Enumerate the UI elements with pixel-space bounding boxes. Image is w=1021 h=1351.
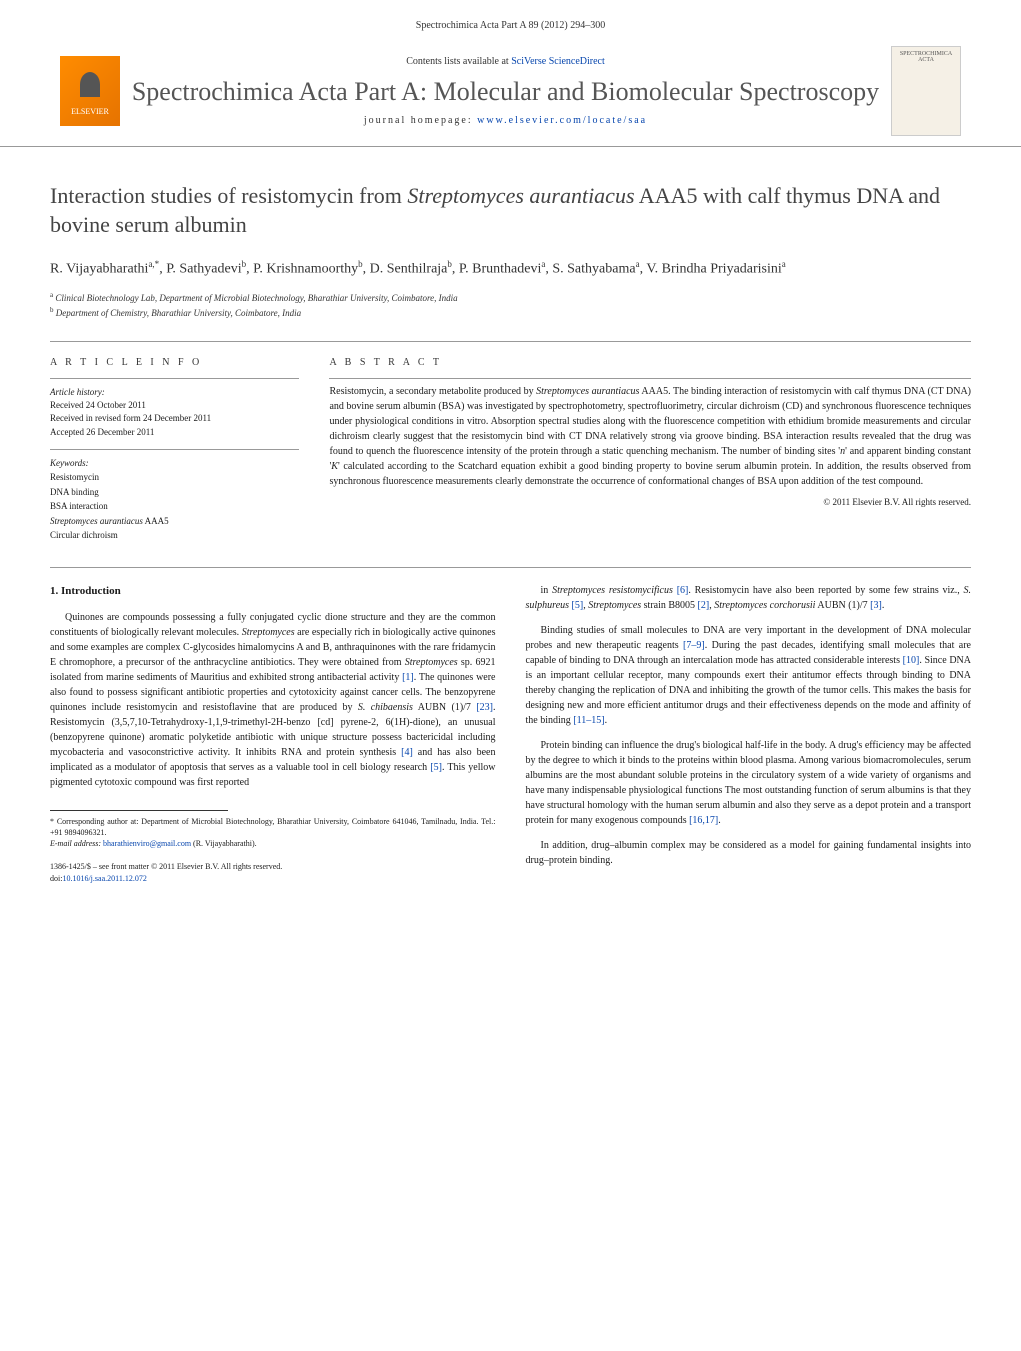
- article-body: Interaction studies of resistomycin from…: [0, 147, 1021, 904]
- col2-para-1: in Streptomyces resistomycificus [6]. Re…: [526, 583, 972, 613]
- footer-meta: 1386-1425/$ – see front matter © 2011 El…: [50, 861, 496, 883]
- journal-title: Spectrochimica Acta Part A: Molecular an…: [120, 77, 891, 107]
- affiliations: a Clinical Biotechnology Lab, Department…: [50, 290, 971, 321]
- ref-link[interactable]: [10]: [903, 655, 920, 666]
- col2-para-4: In addition, drug–albumin complex may be…: [526, 838, 972, 868]
- issn-line: 1386-1425/$ – see front matter © 2011 El…: [50, 861, 496, 872]
- corresp-email-line: E-mail address: bharathienviro@gmail.com…: [50, 838, 496, 849]
- divider-top: [50, 341, 971, 342]
- ref-link[interactable]: [5]: [430, 762, 442, 773]
- aff-b-text: Department of Chemistry, Bharathiar Univ…: [56, 308, 301, 318]
- abstract-heading: a b s t r a c t: [329, 357, 971, 368]
- ref-link[interactable]: [4]: [401, 747, 413, 758]
- authors-list: R. Vijayabharathia,*, P. Sathyadevib, P.…: [50, 259, 971, 278]
- ref-link[interactable]: [5]: [572, 600, 584, 611]
- abstract-copyright: © 2011 Elsevier B.V. All rights reserved…: [329, 497, 971, 507]
- header-row: ELSEVIER Contents lists available at Sci…: [50, 46, 971, 136]
- corresp-text: * Corresponding author at: Department of…: [50, 816, 496, 838]
- abstract-text: Resistomycin, a secondary metabolite pro…: [329, 384, 971, 489]
- ref-link[interactable]: [7–9]: [683, 640, 705, 651]
- contents-available-line: Contents lists available at SciVerse Sci…: [120, 56, 891, 67]
- ref-link[interactable]: [23]: [476, 702, 493, 713]
- homepage-label: journal homepage:: [364, 115, 477, 126]
- section-1-heading: 1. Introduction: [50, 583, 496, 600]
- doi-label: doi:: [50, 874, 62, 883]
- info-divider-1: [50, 378, 299, 379]
- accepted-date: Accepted 26 December 2011: [50, 426, 299, 440]
- footnote-divider: [50, 810, 228, 811]
- ref-link[interactable]: [6]: [677, 585, 689, 596]
- doi-link[interactable]: 10.1016/j.saa.2011.12.072: [62, 874, 146, 883]
- history-label: Article history:: [50, 387, 299, 397]
- column-right: in Streptomyces resistomycificus [6]. Re…: [526, 583, 972, 883]
- title-pre: Interaction studies of resistomycin from: [50, 183, 407, 208]
- corresponding-author-footnote: * Corresponding author at: Department of…: [50, 816, 496, 850]
- col2-para-3: Protein binding can influence the drug's…: [526, 738, 972, 828]
- email-author: (R. Vijayabharathi).: [191, 839, 257, 848]
- keywords-list: ResistomycinDNA bindingBSA interactionSt…: [50, 470, 299, 542]
- ref-link[interactable]: [2]: [698, 600, 710, 611]
- elsevier-tree-icon: [70, 67, 110, 107]
- abstract-divider: [329, 378, 971, 379]
- ref-link[interactable]: [3]: [870, 600, 882, 611]
- contents-label: Contents lists available at: [406, 56, 511, 67]
- article-info-heading: a r t i c l e i n f o: [50, 357, 299, 368]
- divider-body: [50, 567, 971, 568]
- journal-reference: Spectrochimica Acta Part A 89 (2012) 294…: [50, 20, 971, 31]
- abstract: a b s t r a c t Resistomycin, a secondar…: [329, 357, 971, 542]
- title-species: Streptomyces aurantiacus: [407, 183, 634, 208]
- affiliation-a: a Clinical Biotechnology Lab, Department…: [50, 290, 971, 306]
- cover-text-2: ACTA: [918, 57, 934, 63]
- elsevier-logo: ELSEVIER: [60, 56, 120, 126]
- sciencedirect-link[interactable]: SciVerse ScienceDirect: [511, 56, 605, 67]
- info-divider-2: [50, 449, 299, 450]
- col2-para-2: Binding studies of small molecules to DN…: [526, 623, 972, 728]
- email-label: E-mail address:: [50, 839, 103, 848]
- revised-date: Received in revised form 24 December 201…: [50, 412, 299, 426]
- keyword-item: DNA binding: [50, 485, 299, 499]
- journal-cover-thumbnail: SPECTROCHIMICA ACTA: [891, 46, 961, 136]
- ref-link[interactable]: [11–15]: [573, 715, 604, 726]
- aff-a-text: Clinical Biotechnology Lab, Department o…: [55, 293, 457, 303]
- keyword-item: Resistomycin: [50, 470, 299, 484]
- keyword-item: Streptomyces aurantiacus AAA5: [50, 514, 299, 528]
- article-info: a r t i c l e i n f o Article history: R…: [50, 357, 299, 542]
- ref-link[interactable]: [1]: [402, 672, 414, 683]
- keyword-item: Circular dichroism: [50, 528, 299, 542]
- ref-link[interactable]: [16,17]: [689, 815, 718, 826]
- column-left: 1. Introduction Quinones are compounds p…: [50, 583, 496, 883]
- doi-line: doi:10.1016/j.saa.2011.12.072: [50, 873, 496, 884]
- homepage-line: journal homepage: www.elsevier.com/locat…: [120, 115, 891, 126]
- keywords-label: Keywords:: [50, 458, 299, 468]
- elsevier-label: ELSEVIER: [71, 107, 109, 116]
- page-header: Spectrochimica Acta Part A 89 (2012) 294…: [0, 0, 1021, 147]
- received-date: Received 24 October 2011: [50, 399, 299, 413]
- info-abstract-row: a r t i c l e i n f o Article history: R…: [50, 357, 971, 542]
- header-center: Contents lists available at SciVerse Sci…: [120, 56, 891, 126]
- keyword-item: BSA interaction: [50, 499, 299, 513]
- body-columns: 1. Introduction Quinones are compounds p…: [50, 583, 971, 883]
- email-link[interactable]: bharathienviro@gmail.com: [103, 839, 191, 848]
- affiliation-b: b Department of Chemistry, Bharathiar Un…: [50, 305, 971, 321]
- homepage-url[interactable]: www.elsevier.com/locate/saa: [477, 115, 647, 126]
- article-title: Interaction studies of resistomycin from…: [50, 182, 971, 239]
- col1-para-1: Quinones are compounds possessing a full…: [50, 610, 496, 790]
